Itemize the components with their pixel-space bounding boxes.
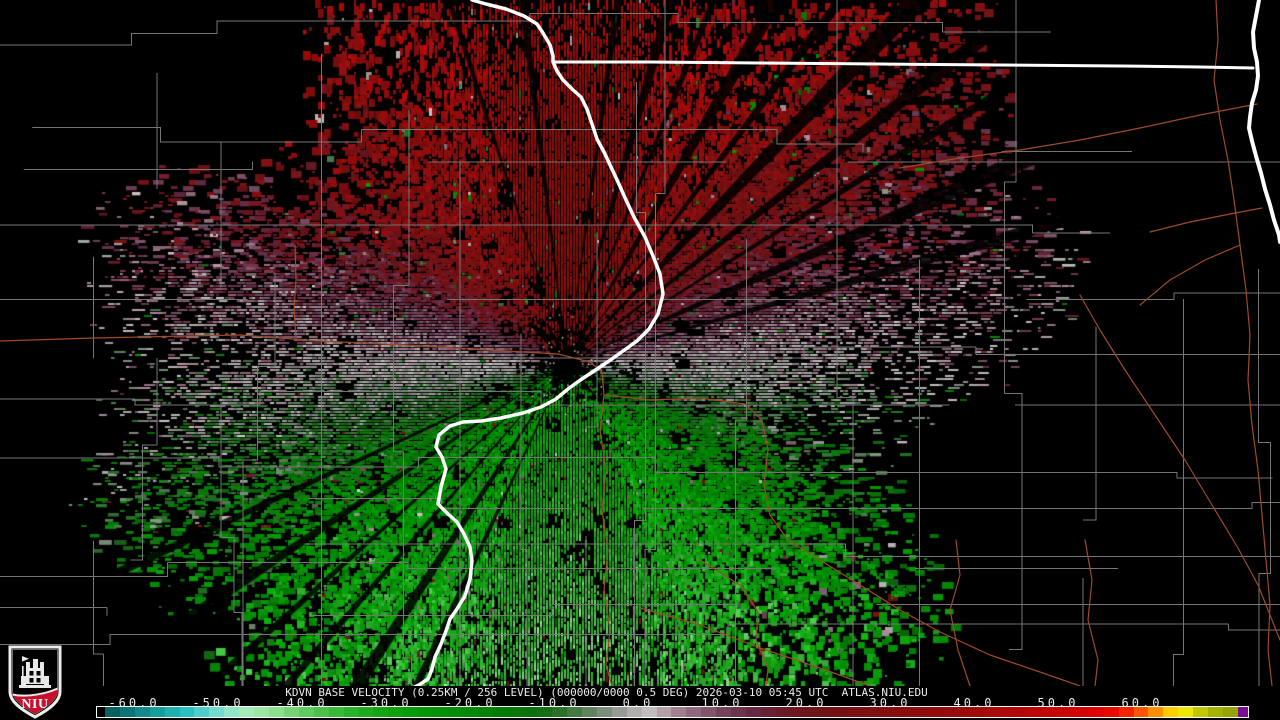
colorbar-segment — [626, 707, 642, 717]
colorbar-segment — [954, 707, 970, 717]
colorbar-segment — [239, 707, 255, 717]
colorbar-segment — [1163, 707, 1179, 717]
colorbar-segment — [432, 707, 448, 717]
colorbar-segment — [924, 707, 940, 717]
colorbar-segment — [1118, 707, 1134, 717]
colorbar-segment — [716, 707, 732, 717]
colorbar-segment — [1103, 707, 1119, 717]
colorbar-segment — [760, 707, 776, 717]
colorbar-segment — [1073, 707, 1089, 717]
colorbar-segment — [984, 707, 1000, 717]
colorbar-segment — [1208, 707, 1223, 717]
niu-logo: NIU — [8, 645, 62, 719]
colorbar-segment — [149, 707, 165, 717]
colorbar-segment — [403, 707, 419, 717]
colorbar-segment — [880, 707, 896, 717]
colorbar-segment — [1014, 707, 1030, 717]
colorbar-segment — [194, 707, 210, 717]
colorbar-segment — [209, 707, 225, 717]
niu-shield-red-field — [12, 688, 58, 714]
colorbar-segment — [418, 707, 433, 717]
colorbar-segment — [1222, 707, 1238, 717]
colorbar-segment — [268, 707, 284, 717]
colorbar-segment — [805, 707, 821, 717]
niu-castle-icon — [19, 656, 51, 688]
colorbar-segment — [1178, 707, 1194, 717]
colorbar-segment — [224, 707, 240, 717]
colorbar-segment — [790, 707, 806, 717]
colorbar-segment — [1044, 707, 1059, 717]
colorbar-segment — [492, 707, 508, 717]
colorbar-segment — [1088, 707, 1104, 717]
colorbar-rf-cell — [1237, 707, 1248, 717]
colorbar-segment — [969, 707, 985, 717]
colorbar-segment — [283, 707, 299, 717]
colorbar-segment — [671, 707, 687, 717]
colorbar-segment — [1148, 707, 1164, 717]
colorbar-segment — [895, 707, 910, 717]
colorbar-segment — [567, 707, 582, 717]
colorbar-segment — [447, 707, 463, 717]
colorbar-segment — [1133, 707, 1149, 717]
colorbar-segment — [477, 707, 493, 717]
colorbar-segment — [656, 707, 672, 717]
colorbar-segment — [1059, 707, 1074, 717]
status-bar: KDVN BASE VELOCITY (0.25KM / 256 LEVEL) … — [0, 686, 1280, 720]
colorbar-segment — [507, 707, 523, 717]
colorbar-segment — [388, 707, 404, 717]
radar-echo-display — [0, 0, 1280, 686]
colorbar-segment — [596, 707, 612, 717]
niu-logo-text: NIU — [21, 697, 48, 712]
colorbar-below-threshold-cell — [97, 707, 105, 717]
colorbar-segment — [179, 707, 195, 717]
niu-swoosh — [12, 687, 58, 697]
colorbar-segment — [820, 707, 836, 717]
colorbar-segment — [611, 707, 627, 717]
colorbar-segment — [343, 707, 359, 717]
colorbar-segment — [119, 707, 135, 717]
colorbar-segment — [552, 707, 568, 717]
colorbar-segment — [462, 707, 478, 717]
colorbar-segment — [373, 707, 389, 717]
colorbar-segment — [909, 707, 925, 717]
colorbar-segment — [835, 707, 851, 717]
colorbar-segment — [731, 707, 746, 717]
colorbar-segment — [522, 707, 538, 717]
colorbar-segment — [745, 707, 761, 717]
colorbar-segment — [850, 707, 866, 717]
colorbar-segment — [328, 707, 344, 717]
colorbar-segment — [537, 707, 553, 717]
colorbar-segment — [1193, 707, 1209, 717]
colorbar-segment — [134, 707, 150, 717]
colorbar-segment — [164, 707, 180, 717]
velocity-colorbar — [96, 706, 1249, 718]
colorbar-segment — [939, 707, 955, 717]
colorbar-segment — [358, 707, 374, 717]
colorbar-segment — [254, 707, 269, 717]
colorbar-segment — [999, 707, 1015, 717]
colorbar-segment — [313, 707, 329, 717]
colorbar-segment — [686, 707, 702, 717]
colorbar-segment — [1029, 707, 1045, 717]
colorbar-segment — [582, 707, 597, 717]
colorbar-segment — [641, 707, 657, 717]
product-status-text: KDVN BASE VELOCITY (0.25KM / 256 LEVEL) … — [285, 686, 928, 699]
colorbar-segment — [105, 707, 120, 717]
colorbar-segment — [775, 707, 791, 717]
colorbar-segment — [865, 707, 881, 717]
colorbar-segment — [298, 707, 314, 717]
colorbar-segment — [701, 707, 717, 717]
